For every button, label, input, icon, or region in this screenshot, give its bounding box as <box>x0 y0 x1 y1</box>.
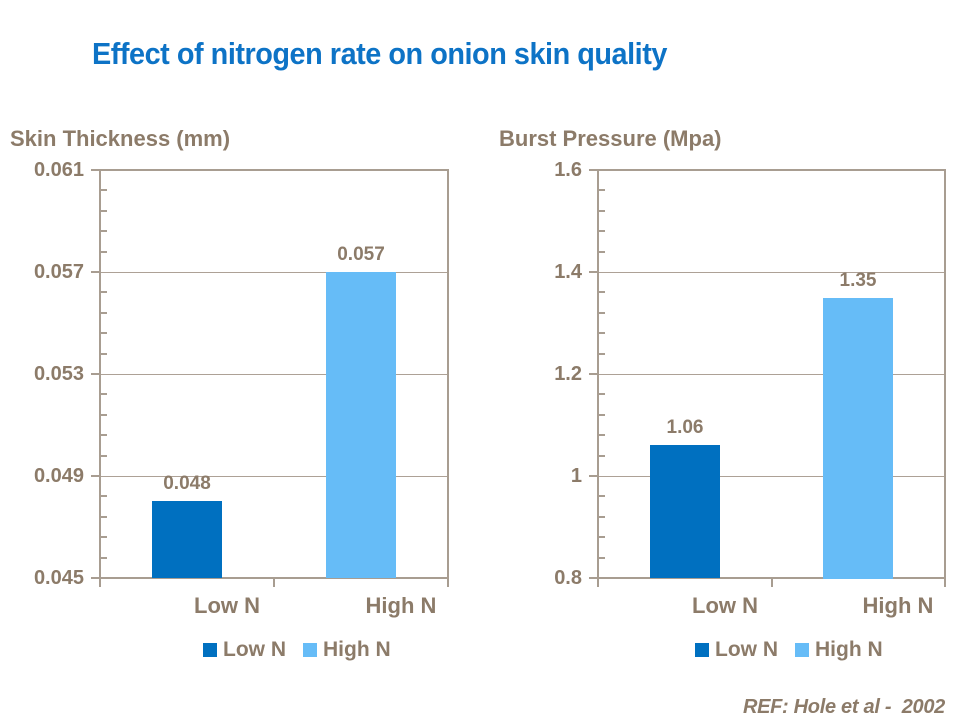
gridline <box>101 374 447 375</box>
y-major-tick <box>91 169 99 171</box>
y-minor-tick <box>599 312 605 314</box>
y-major-tick <box>589 169 597 171</box>
y-major-tick <box>91 577 99 579</box>
page-title: Effect of nitrogen rate on onion skin qu… <box>92 36 667 71</box>
bar-value-label: 0.048 <box>163 473 211 494</box>
y-minor-tick <box>599 495 605 497</box>
y-major-tick <box>589 271 597 273</box>
x-tick <box>944 579 946 587</box>
legend-item-low-n: Low N <box>203 638 286 662</box>
y-tick-label: 0.045 <box>33 567 84 589</box>
y-major-tick <box>589 475 597 477</box>
y-major-tick <box>91 271 99 273</box>
y-tick-label: 0.057 <box>33 261 84 283</box>
x-tick <box>273 579 275 587</box>
legend: Low N High N <box>695 638 883 662</box>
bar-value-label: 1.06 <box>666 417 704 438</box>
y-minor-tick <box>101 557 107 559</box>
y-minor-tick <box>599 455 605 457</box>
gridline <box>599 374 944 375</box>
y-minor-tick <box>599 393 605 395</box>
y-minor-tick <box>599 536 605 538</box>
legend-item-low-n: Low N <box>695 638 778 662</box>
y-major-tick <box>91 373 99 375</box>
chart-title: Skin Thickness (mm) <box>10 126 231 151</box>
bar-low-n <box>650 445 720 578</box>
x-category-label: Low N <box>194 593 260 618</box>
legend-label: High N <box>323 638 391 661</box>
reference-text: REF: Hole et al - 2002 <box>742 696 945 718</box>
y-minor-tick <box>101 251 107 253</box>
y-minor-tick <box>101 434 107 436</box>
y-tick-label: 1.6 <box>554 159 582 181</box>
chart-title: Burst Pressure (Mpa) <box>499 126 722 151</box>
x-tick <box>597 579 599 587</box>
y-tick-label: 0.049 <box>33 465 84 487</box>
y-minor-tick <box>101 495 107 497</box>
x-category-label: High N <box>862 593 934 618</box>
y-minor-tick <box>101 291 107 293</box>
y-minor-tick <box>101 536 107 538</box>
y-major-tick <box>91 475 99 477</box>
y-minor-tick <box>101 353 107 355</box>
y-minor-tick <box>101 189 107 191</box>
gridline <box>599 476 944 477</box>
y-minor-tick <box>599 414 605 416</box>
y-minor-tick <box>599 189 605 191</box>
y-minor-tick <box>599 516 605 518</box>
y-tick-label: 1.4 <box>554 261 582 283</box>
x-category-label: Low N <box>692 593 758 618</box>
legend-swatch <box>303 643 317 657</box>
bar-value-label: 0.057 <box>337 244 385 265</box>
y-tick-label: 0.053 <box>33 363 84 385</box>
y-minor-tick <box>599 210 605 212</box>
y-minor-tick <box>599 291 605 293</box>
legend-label: Low N <box>223 638 286 661</box>
y-major-tick <box>589 373 597 375</box>
legend-swatch <box>795 643 809 657</box>
legend-swatch <box>695 643 709 657</box>
y-minor-tick <box>101 516 107 518</box>
y-minor-tick <box>101 455 107 457</box>
y-minor-tick <box>599 353 605 355</box>
y-tick-label: 0.8 <box>554 567 582 589</box>
legend: Low N High N <box>203 638 391 662</box>
y-minor-tick <box>599 230 605 232</box>
gridline <box>599 272 944 273</box>
y-minor-tick <box>599 332 605 334</box>
x-tick <box>771 579 773 587</box>
y-tick-label: 0.061 <box>33 159 84 181</box>
legend-label: High N <box>815 638 883 661</box>
x-category-label: High N <box>365 593 437 618</box>
y-minor-tick <box>599 251 605 253</box>
y-minor-tick <box>101 312 107 314</box>
gridline <box>101 476 447 477</box>
legend-item-high-n: High N <box>303 638 391 662</box>
y-tick-label: 1.2 <box>554 363 582 385</box>
legend-item-high-n: High N <box>795 638 883 662</box>
y-minor-tick <box>101 414 107 416</box>
y-minor-tick <box>101 210 107 212</box>
x-tick <box>447 579 449 587</box>
bar-low-n <box>152 501 222 578</box>
bar-high-n <box>326 272 396 578</box>
bar-high-n <box>823 298 893 579</box>
gridline <box>101 272 447 273</box>
legend-swatch <box>203 643 217 657</box>
legend-label: Low N <box>715 638 778 661</box>
y-minor-tick <box>599 557 605 559</box>
y-minor-tick <box>101 332 107 334</box>
bar-value-label: 1.35 <box>839 270 877 291</box>
y-major-tick <box>589 577 597 579</box>
y-minor-tick <box>101 230 107 232</box>
x-tick <box>99 579 101 587</box>
y-minor-tick <box>101 393 107 395</box>
y-tick-label: 1 <box>570 465 582 487</box>
y-minor-tick <box>599 434 605 436</box>
